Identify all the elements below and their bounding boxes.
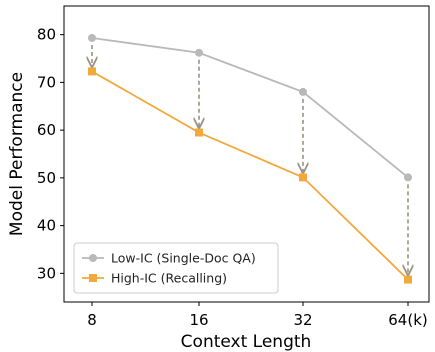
y-tick-label: 70 bbox=[37, 73, 56, 91]
series-1-point bbox=[404, 275, 412, 284]
series-0-point bbox=[299, 87, 307, 96]
series-0-point bbox=[404, 173, 412, 182]
y-axis-label: Model Performance bbox=[7, 72, 27, 236]
arrows-layer bbox=[92, 44, 408, 274]
series-1-point bbox=[88, 67, 96, 76]
legend: Low-IC (Single-Doc QA) High-IC (Recalling… bbox=[73, 242, 279, 294]
x-tick-label: 32 bbox=[293, 311, 312, 329]
series-1-point bbox=[195, 128, 203, 137]
legend-box bbox=[73, 242, 279, 294]
markers-layer bbox=[88, 33, 412, 284]
legend-label-0: Low-IC (Single-Doc QA) bbox=[111, 251, 256, 266]
x-axis: 8 16 32 64(k) bbox=[87, 302, 428, 329]
legend-marker-1 bbox=[89, 274, 97, 282]
series-0-point bbox=[88, 33, 96, 42]
legend-marker-0 bbox=[89, 254, 97, 262]
y-tick-label: 40 bbox=[37, 217, 56, 235]
x-tick-label: 16 bbox=[189, 311, 208, 329]
y-tick-label: 60 bbox=[37, 121, 56, 139]
y-tick-label: 50 bbox=[37, 169, 56, 187]
series-line-0 bbox=[91, 37, 409, 179]
legend-label-1: High-IC (Recalling) bbox=[111, 271, 227, 286]
series-1-point bbox=[299, 173, 307, 182]
y-tick-label: 30 bbox=[37, 264, 56, 282]
lines-layer bbox=[91, 37, 409, 281]
y-axis: 30 40 50 60 70 80 bbox=[37, 26, 64, 282]
x-axis-label: Context Length bbox=[181, 332, 312, 352]
x-tick-label: 64(k) bbox=[388, 311, 427, 329]
x-tick-label: 8 bbox=[87, 311, 97, 329]
series-0-point bbox=[195, 48, 203, 57]
y-tick-label: 80 bbox=[37, 26, 56, 44]
plot-area-frame bbox=[63, 5, 430, 303]
series-line-1 bbox=[91, 70, 409, 281]
